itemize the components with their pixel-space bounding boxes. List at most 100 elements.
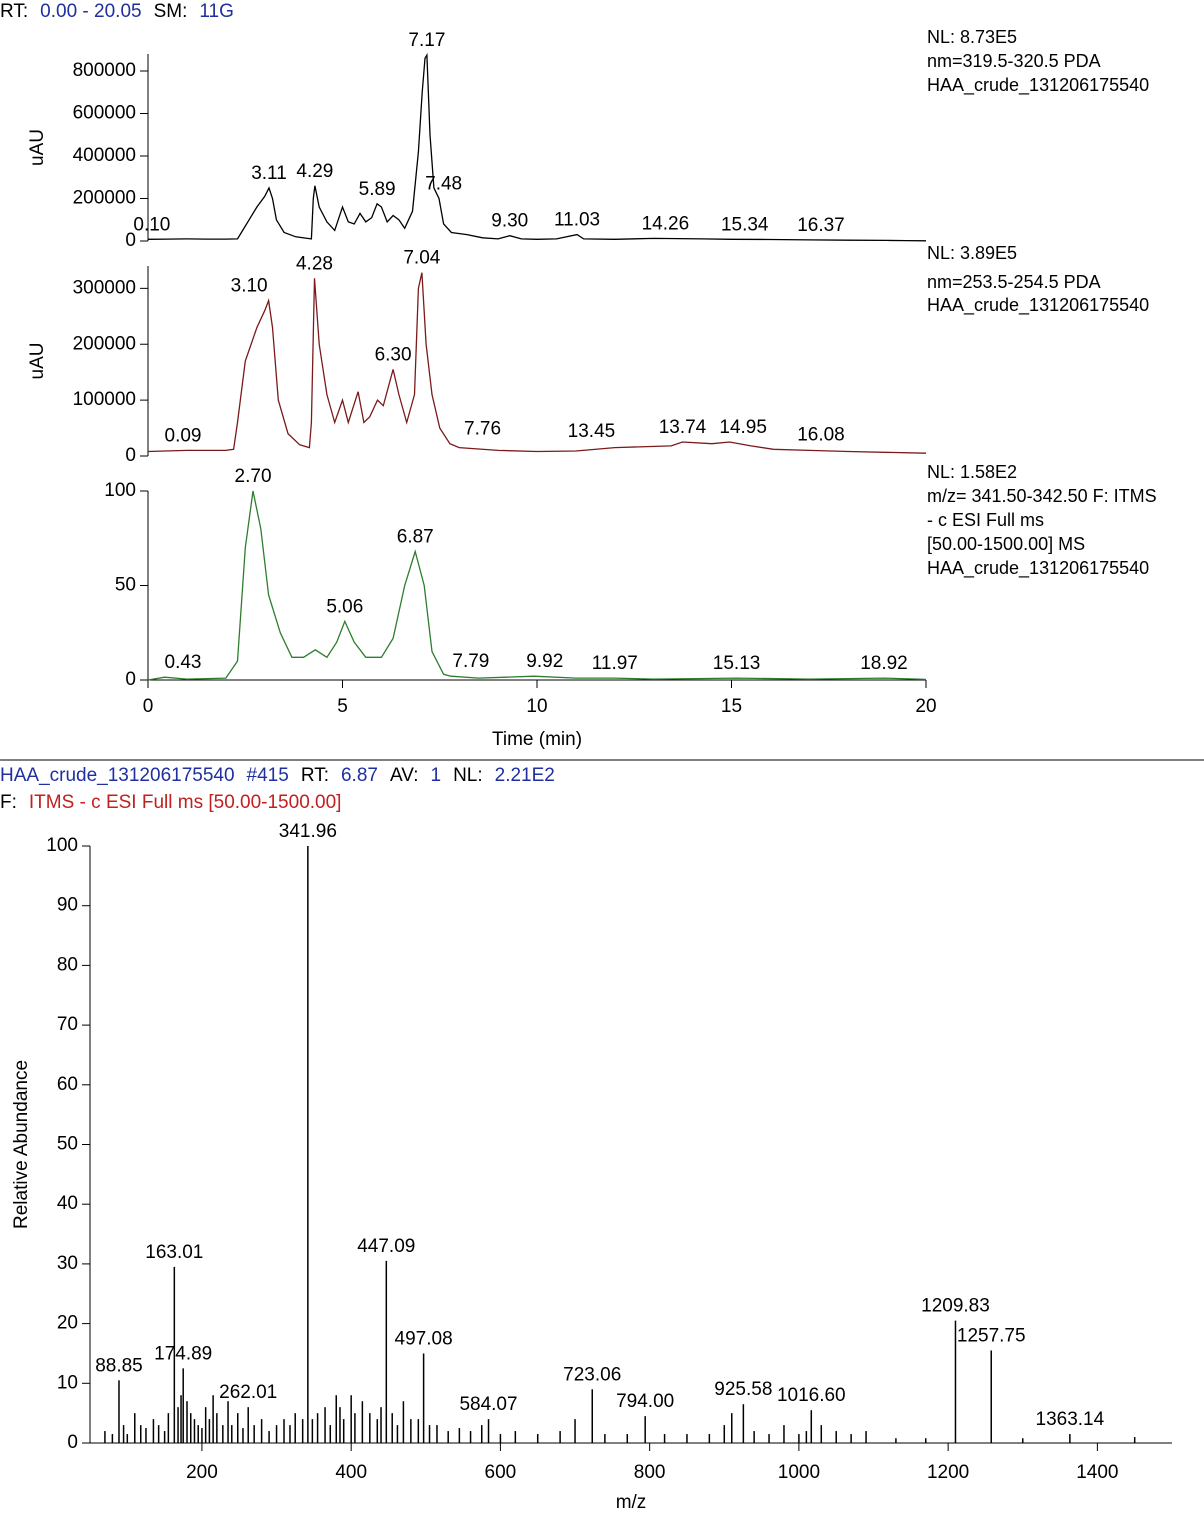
peak-label: 14.95: [719, 417, 767, 438]
peak-label: 16.37: [797, 215, 845, 236]
y-tick-label: 0: [125, 445, 136, 466]
peak-label: 262.01: [219, 1382, 277, 1403]
info-text: NL: 1.58E2: [927, 462, 1017, 482]
info-text: - c ESI Full ms: [927, 510, 1044, 530]
header-text: AV:: [390, 765, 419, 786]
header-text: ITMS - c ESI Full ms [50.00-1500.00]: [29, 792, 342, 813]
peak-label: 174.89: [154, 1343, 212, 1364]
x-tick-label: 5: [337, 696, 348, 717]
y-tick-label: 80: [57, 954, 78, 975]
y-tick-label: 100000: [73, 389, 136, 410]
peak-label: 0.09: [165, 425, 202, 446]
peak-label: 14.26: [642, 213, 690, 234]
peak-label: 4.28: [296, 253, 333, 274]
info-text: HAA_crude_131206175540: [927, 558, 1149, 579]
peak-label: 723.06: [563, 1364, 621, 1385]
trace: [147, 490, 927, 681]
trace: [147, 272, 927, 454]
x-tick-label: 1200: [927, 1462, 969, 1483]
y-tick-label: 50: [57, 1134, 78, 1155]
y-tick-label: 0: [125, 230, 136, 251]
y-tick-label: 10: [57, 1372, 78, 1393]
peak-label: 497.08: [395, 1328, 453, 1349]
info-text: HAA_crude_131206175540: [927, 295, 1149, 316]
peak-label: 5.89: [359, 179, 396, 200]
y-tick-label: 400000: [73, 145, 136, 166]
header-text: 11G: [199, 1, 234, 22]
header-text: SM:: [154, 1, 188, 22]
peak-label: 3.10: [231, 276, 268, 297]
peak-label: 5.06: [326, 596, 363, 617]
y-tick-label: 100: [46, 835, 78, 856]
y-tick-label: 300000: [73, 277, 136, 298]
x-tick-label: 200: [186, 1462, 218, 1483]
x-tick-label: 0: [143, 696, 154, 717]
y-axis-label: uAU: [27, 129, 48, 166]
peak-label: 9.92: [526, 651, 563, 672]
y-tick-label: 100: [104, 480, 136, 501]
peak-label: 6.87: [397, 526, 434, 547]
peak-label: 925.58: [714, 1379, 772, 1400]
y-axis-label: Relative Abundance: [11, 1060, 32, 1229]
peak-label: 15.13: [713, 653, 761, 674]
x-tick-label: 800: [634, 1462, 666, 1483]
x-tick-label: 15: [721, 696, 742, 717]
header-text: 6.87: [341, 765, 378, 786]
peak-label: 88.85: [95, 1355, 143, 1376]
peak-label: 11.97: [592, 653, 638, 674]
peak-label: 7.04: [403, 248, 440, 269]
y-tick-label: 200000: [73, 188, 136, 209]
peak-label: 6.30: [375, 344, 412, 365]
header-line: HAA_crude_131206175540 #415 RT: 6.87 AV: 1 NL:…: [0, 765, 555, 786]
peak-label: 7.48: [425, 174, 462, 195]
y-tick-label: 800000: [73, 60, 136, 81]
y-tick-label: 90: [57, 895, 78, 916]
y-tick-label: 40: [57, 1193, 78, 1214]
y-axis-label: uAU: [27, 343, 48, 380]
header-text: NL:: [453, 765, 483, 786]
info-text: HAA_crude_131206175540: [927, 75, 1149, 96]
peak-label: 7.79: [452, 651, 489, 672]
peak-label: 9.30: [491, 211, 528, 232]
peak-label: 341.96: [279, 821, 337, 842]
x-tick-label: 1000: [778, 1462, 820, 1483]
info-text: NL: 3.89E5: [927, 243, 1017, 263]
info-text: nm=253.5-254.5 PDA: [927, 272, 1101, 292]
header-text: RT:: [301, 765, 329, 786]
peak-label: 1016.60: [777, 1385, 846, 1406]
header-text: #415: [247, 765, 289, 786]
peak-label: 1209.83: [921, 1296, 990, 1317]
peak-label: 1363.14: [1036, 1409, 1105, 1430]
header-text: 1: [430, 765, 441, 786]
header-text: F:: [0, 792, 17, 813]
header-text: HAA_crude_131206175540: [0, 765, 235, 786]
header-line: RT: 0.00 - 20.05 SM: 11G: [0, 1, 234, 22]
peak-label: 15.34: [721, 214, 769, 235]
peak-label: 7.76: [464, 419, 501, 440]
y-tick-label: 600000: [73, 103, 136, 124]
y-tick-label: 0: [67, 1432, 78, 1453]
peak-label: 7.17: [408, 30, 445, 51]
x-tick-label: 1400: [1076, 1462, 1118, 1483]
x-axis-label: m/z: [616, 1492, 647, 1513]
peak-label: 0.10: [133, 214, 170, 235]
peak-label: 0.43: [165, 652, 202, 673]
peak-label: 3.11: [251, 163, 287, 184]
peak-label: 4.29: [296, 161, 333, 182]
y-tick-label: 20: [57, 1313, 78, 1334]
peak-label: 794.00: [616, 1391, 674, 1412]
info-text: NL: 8.73E5: [927, 27, 1017, 47]
y-tick-label: 70: [57, 1014, 78, 1035]
x-tick-label: 400: [335, 1462, 367, 1483]
peak-label: 18.92: [860, 653, 908, 674]
peak-label: 13.74: [659, 417, 707, 438]
peak-label: 16.08: [797, 424, 845, 445]
header-line: F: ITMS - c ESI Full ms [50.00-1500.00]: [0, 792, 341, 813]
peak-label: 584.07: [459, 1394, 517, 1415]
peak-label: 2.70: [235, 466, 272, 487]
header-text: RT:: [0, 1, 28, 22]
header-text: 0.00 - 20.05: [40, 1, 141, 22]
peak-label: 11.03: [554, 210, 600, 231]
info-text: m/z= 341.50-342.50 F: ITMS: [927, 486, 1157, 506]
y-tick-label: 60: [57, 1074, 78, 1095]
